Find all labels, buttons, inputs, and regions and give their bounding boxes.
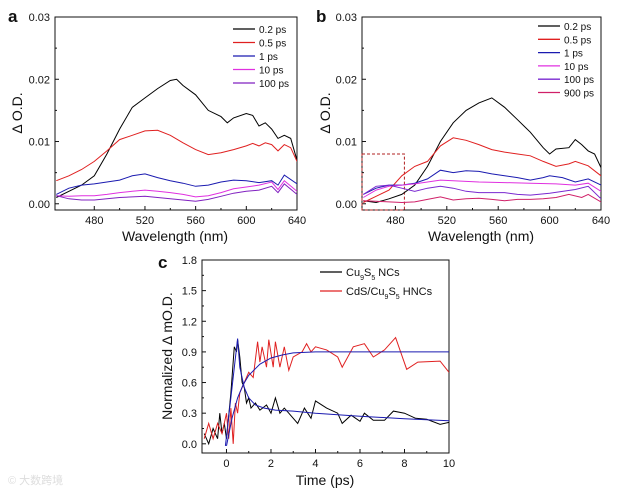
legend-label: 100 ps	[564, 75, 594, 86]
x-tick-label: 600	[237, 215, 255, 227]
legend-label-part: S	[364, 267, 371, 279]
x-tick-label: 480	[386, 215, 404, 227]
y-tick-label: 0.00	[336, 199, 357, 211]
highlight-box	[361, 153, 405, 211]
x-tick-label: 8	[401, 458, 407, 470]
y-tick-label: 1.5	[182, 286, 197, 298]
series-line-100-ps	[363, 184, 601, 200]
y-tick-label: 0.0	[182, 439, 197, 451]
legend-label: 10 ps	[564, 62, 588, 73]
panel-a: a 480 520 560 600 640 0.00 0.01 0.02 0.03 Waveleng…	[8, 7, 306, 244]
legend-label: 0.2 ps	[259, 25, 286, 36]
series-line-0-2-ps	[56, 78, 297, 198]
legend-label: 0.5 ps	[259, 39, 286, 50]
y-tick-label: 0.02	[29, 74, 50, 86]
legend-label-subscript: 5	[371, 275, 375, 282]
legend-label: 1 ps	[259, 52, 278, 63]
plot-frame	[201, 259, 450, 454]
x-axis-title: Wavelength (nm)	[122, 228, 228, 244]
legend-label-part: HNCs	[400, 286, 433, 298]
y-tick-label: 1.2	[182, 316, 197, 328]
y-axis-title: Normalized Δ mO.D.	[159, 292, 175, 420]
plot-frame	[361, 16, 602, 211]
y-axis-title: Δ O.D.	[9, 92, 25, 133]
x-axis-title: Time (ps)	[296, 472, 355, 488]
panel-letter: c	[158, 253, 167, 272]
y-tick-label: 0.01	[336, 137, 357, 149]
legend-label: Cu9S5 NCs	[346, 267, 400, 282]
y-tick-label: 0.01	[29, 137, 50, 149]
x-tick-label: 560	[489, 215, 507, 227]
x-tick-label: 640	[288, 215, 306, 227]
series-line-900-ps	[363, 193, 601, 204]
y-tick-label: 0.03	[29, 12, 50, 24]
legend-label-subscript: 5	[396, 294, 400, 301]
series-line-0-5-ps	[363, 137, 601, 203]
x-tick-label: 520	[136, 215, 154, 227]
x-tick-label: 4	[312, 458, 318, 470]
series-line-0-2-ps	[363, 97, 601, 204]
panel-letter: b	[316, 7, 326, 26]
y-axis-title: Δ O.D.	[317, 92, 333, 133]
series-line-cu9s5-ncs	[203, 339, 449, 446]
series-line-0-5-ps	[56, 129, 297, 182]
x-tick-label: 480	[85, 215, 103, 227]
x-axis-title: Wavelength (nm)	[428, 228, 534, 244]
x-tick-label: 2	[268, 458, 274, 470]
x-tick-label: 520	[438, 215, 456, 227]
x-tick-label: 0	[223, 458, 229, 470]
legend-label: 0.2 ps	[564, 22, 591, 33]
x-tick-label: 10	[443, 458, 455, 470]
legend-label: 100 ps	[259, 79, 289, 90]
y-tick-label: 0.6	[182, 378, 197, 390]
series-line-rise-fit	[226, 351, 449, 446]
plot-frame	[54, 16, 298, 211]
panel-b: b 480 520 560 600 640 0.00 0.01 0.02 0.03 Waveleng…	[316, 7, 610, 244]
panel-letter: a	[8, 7, 18, 26]
series-line-100-ps	[56, 183, 297, 202]
x-tick-label: 560	[186, 215, 204, 227]
x-tick-label: 6	[357, 458, 363, 470]
series-line-cds-cu9s5-hncs	[203, 336, 449, 444]
legend-label-part: Cu	[346, 267, 360, 279]
y-tick-label: 0.3	[182, 408, 197, 420]
y-tick-label: 0.02	[336, 74, 357, 86]
series-line-1-ps	[56, 173, 297, 195]
y-tick-label: 0.03	[336, 12, 357, 24]
legend-label: 0.5 ps	[564, 35, 591, 46]
legend-label: CdS/Cu9S5 HNCs	[346, 286, 433, 301]
y-tick-label: 0.9	[182, 347, 197, 359]
y-tick-label: 0.00	[29, 199, 50, 211]
legend-label: 1 ps	[564, 49, 583, 60]
panel-c: c 0 2 4 6 8 10 0.0 0.3 0.6 0.9 1.2 1.5 1.8 Time (ps) No…	[158, 253, 455, 488]
x-tick-label: 640	[592, 215, 610, 227]
series-line-10-ps	[56, 179, 297, 198]
y-tick-label: 1.8	[182, 255, 197, 267]
x-tick-label: 600	[540, 215, 558, 227]
legend-label: 900 ps	[564, 89, 594, 100]
legend-label: 10 ps	[259, 66, 283, 77]
legend-label-subscript: 9	[360, 275, 364, 282]
legend-label-part: NCs	[375, 267, 400, 279]
legend-label-part: CdS/Cu	[346, 286, 385, 298]
legend-label-part: S	[388, 286, 395, 298]
legend-label-subscript: 9	[385, 294, 389, 301]
watermark: © 大数跨境	[8, 473, 63, 487]
series-line-decay-fit	[224, 338, 449, 446]
